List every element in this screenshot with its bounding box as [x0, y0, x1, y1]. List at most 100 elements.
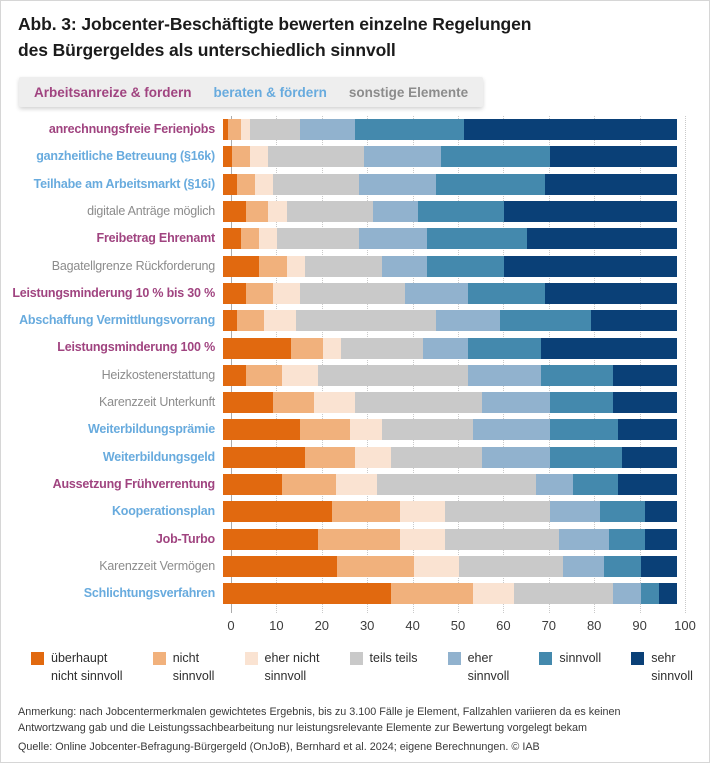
bar-segment — [354, 392, 482, 414]
bar-segment — [245, 364, 282, 386]
gridline-30 — [367, 116, 369, 613]
gridline-10 — [276, 116, 278, 613]
stacked-bar — [223, 419, 677, 441]
bar-segment — [540, 364, 614, 386]
legend-item: eher nicht sinnvoll — [244, 650, 319, 685]
bar-row: Karenzzeit Unterkunft — [1, 389, 709, 416]
bar-segment — [390, 583, 473, 605]
bar-segment — [304, 255, 382, 277]
bar-segment — [354, 119, 464, 141]
bar-segment — [445, 528, 559, 550]
category-label: Schlichtungsverfahren — [83, 586, 215, 601]
bar-segment — [223, 555, 337, 577]
bar-segment — [622, 446, 677, 468]
bar-segment — [468, 364, 541, 386]
stacked-bar — [223, 228, 677, 250]
category-label: Freibetrag Ehrenamt — [96, 231, 216, 246]
bar-segment — [440, 146, 550, 168]
gridline-60 — [503, 116, 505, 613]
bar-segment — [223, 364, 246, 386]
legend-item: überhaupt nicht sinnvoll — [31, 650, 123, 685]
x-tick-label: 30 — [359, 618, 375, 633]
x-tick-label: 80 — [586, 618, 602, 633]
bar-segment — [427, 255, 505, 277]
stacked-bar — [223, 474, 677, 495]
category-label: Karenzzeit Vermögen — [99, 558, 215, 573]
bar-row: Weiterbildungsprämie — [1, 416, 709, 443]
bar-segment — [390, 446, 482, 468]
legend-item: teils teils — [349, 650, 418, 685]
legend-swatch — [349, 652, 363, 665]
bar-segment — [504, 201, 677, 223]
legend-item: eher sinnvoll — [447, 650, 509, 685]
bar-segment — [422, 337, 469, 359]
legend-label: teils teils — [369, 651, 418, 665]
bar-row: Bagatellgrenze Rückforderung — [1, 252, 709, 279]
bar-segment — [223, 501, 332, 523]
stacked-bar — [223, 446, 677, 468]
bar-segment — [404, 282, 469, 304]
x-tick-label: 100 — [674, 618, 696, 633]
legend-swatch — [539, 652, 553, 665]
bar-segment — [613, 583, 641, 605]
bar-segment — [286, 201, 373, 223]
bar-segment — [331, 501, 401, 523]
stacked-bar — [223, 392, 677, 414]
bar-segment — [291, 337, 323, 359]
x-tick-label: 90 — [632, 618, 647, 633]
legend-item: sinnvoll — [539, 650, 601, 685]
footnote-quelle: Quelle: Online Jobcenter-Befragung-Bürge… — [18, 741, 540, 754]
bar-segment — [549, 146, 677, 168]
bar-segment — [513, 583, 614, 605]
group-legend: Arbeitsanreize & fordern beraten & förder… — [19, 77, 484, 107]
axis-zero-line — [231, 116, 232, 613]
bar-segment — [236, 310, 264, 332]
bar-row: Kooperationsplan — [1, 498, 709, 525]
bar-segment — [223, 282, 246, 304]
bar-segment — [272, 392, 314, 414]
bar-segment — [241, 228, 260, 250]
bar-segment — [381, 419, 473, 441]
bar-segment — [572, 474, 618, 495]
bar-segment — [645, 528, 677, 550]
bar-row: Heizkostenerstattung — [1, 362, 709, 389]
bar-segment — [658, 583, 677, 605]
x-tick-label: 20 — [314, 618, 330, 633]
stacked-bar — [223, 119, 677, 141]
bar-segment — [536, 474, 573, 495]
bar-segment — [223, 528, 319, 550]
bar-segment — [436, 173, 546, 195]
bar-row: Karenzzeit Vermögen — [1, 553, 709, 580]
category-label: digitale Anträge möglich — [87, 203, 215, 218]
gridline-20 — [321, 116, 323, 613]
legend-item: sehr sinnvoll — [631, 650, 693, 685]
gridline-100 — [685, 116, 686, 613]
bar-row: digitale Anträge möglich — [1, 198, 709, 225]
bar-segment — [286, 255, 305, 277]
bar-segment — [645, 501, 677, 523]
bar-segment — [223, 255, 260, 277]
bar-segment — [463, 119, 677, 141]
bar-segment — [318, 528, 401, 550]
bar-segment — [481, 446, 550, 468]
stacked-bar — [223, 173, 677, 195]
bar-segment — [250, 146, 269, 168]
bar-row: Job-Turbo — [1, 525, 709, 552]
bar-segment — [250, 119, 301, 141]
bar-segment — [259, 255, 287, 277]
bar-segment — [381, 255, 428, 277]
legend-label: nicht sinnvoll — [172, 651, 215, 683]
answer-scale-legend: überhaupt nicht sinnvoll nicht sinnvoll eh… — [31, 650, 693, 685]
bar-segment — [604, 555, 641, 577]
legend-swatch — [447, 652, 461, 665]
bar-segment — [241, 119, 251, 141]
x-tick-label: 40 — [405, 618, 420, 633]
category-label: Leistungsminderung 100 % — [57, 340, 215, 355]
bar-segment — [613, 392, 677, 414]
category-label: Teilhabe am Arbeitsmarkt (§16i) — [33, 176, 216, 191]
bar-segment — [527, 228, 677, 250]
bar-segment — [223, 474, 283, 495]
category-label: Heizkostenerstattung — [101, 367, 216, 382]
bar-row: Freibetrag Ehrenamt — [1, 225, 709, 252]
